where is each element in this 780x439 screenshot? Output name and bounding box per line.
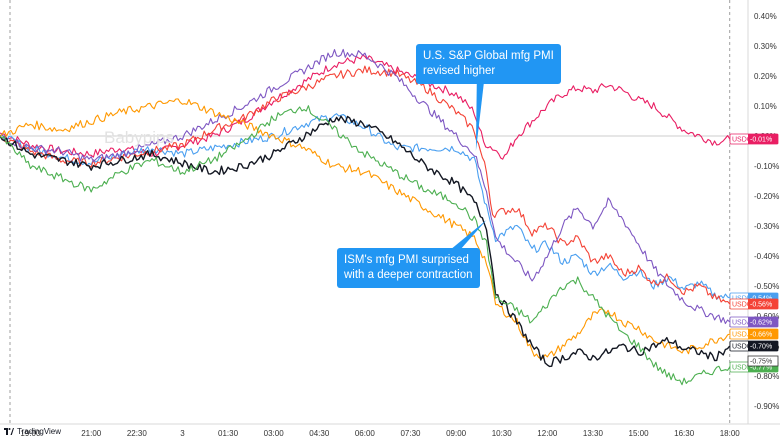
x-tick-label: 19:00: [20, 429, 41, 438]
price-tag-usdgbp-symbol: USDGBP: [732, 302, 762, 309]
brand-label: TradingView: [17, 427, 62, 436]
price-tag-usdnzd-symbol: USDNZD: [732, 365, 761, 372]
price-tag-usdchf-symbol: USDCHF: [732, 344, 761, 351]
x-tick-label: 13:30: [583, 429, 604, 438]
series-line-usdgbp: [0, 65, 731, 305]
y-tick-label: -0.30%: [754, 222, 779, 231]
y-tick-label: 0.20%: [754, 72, 777, 81]
y-tick-label: 0.30%: [754, 42, 777, 51]
price-tag-usdgbp-value: -0.56%: [750, 302, 772, 309]
y-tick-label: -0.60%: [754, 312, 779, 321]
x-tick-label: 10:30: [492, 429, 513, 438]
price-tag-usdjpy-symbol: USDJPY: [732, 332, 760, 339]
y-tick-label: -0.10%: [754, 162, 779, 171]
series-line-usdchf: [0, 115, 731, 368]
series-line-usdnzd: [0, 105, 731, 386]
price-tag-usdcad-fill: [748, 134, 778, 144]
y-tick-label: -0.90%: [754, 402, 779, 411]
callout-line: ISM's mfg PMI surprised: [344, 254, 469, 266]
y-tick-label: 0.40%: [754, 12, 777, 21]
x-tick-label: 04:30: [309, 429, 330, 438]
price-tag-usdaud-fill: [748, 317, 778, 327]
y-tick-label: 0.10%: [754, 102, 777, 111]
y-tick-label: -0.20%: [754, 192, 779, 201]
x-tick-label: 09:00: [446, 429, 467, 438]
callout-line: with a deeper contraction: [344, 269, 473, 281]
x-tick-label: 07:30: [400, 429, 421, 438]
price-tag-usdchf-value: -0.70%: [750, 344, 772, 351]
series-line-usdjpy: [0, 98, 731, 360]
price-tag-usdaud-value: -0.62%: [750, 320, 772, 327]
y-tick-label: -0.40%: [754, 252, 779, 261]
price-tag-usdeur-fill: [748, 293, 778, 303]
price-tag-usdchf-fill: [748, 341, 778, 351]
price-tag-usdgbp-fill: [748, 299, 778, 309]
x-tick-label: 01:30: [218, 429, 239, 438]
x-tick-label: 18:00: [720, 429, 741, 438]
extra-price-tag-value: -0.75%: [750, 359, 772, 366]
callout-pointer-sp-global: [475, 74, 485, 151]
price-tag-usdjpy-value: -0.66%: [750, 332, 772, 339]
x-tick-label: 12:00: [537, 429, 558, 438]
tradingview-logo-icon: [4, 428, 14, 435]
x-tick-label: 16:30: [674, 429, 695, 438]
extra-price-tag-box: [747, 355, 779, 367]
x-tick-label: 21:00: [81, 429, 102, 438]
callout-line: U.S. S&P Global mfg PMI: [423, 50, 554, 62]
price-tag-usdnzd-value: -0.77%: [750, 365, 772, 372]
callout-pointer-ism: [450, 220, 487, 250]
x-tick-label: 03:00: [264, 429, 285, 438]
price-tag-usdnzd-fill: [748, 362, 778, 372]
watermark-text: Babypips: [104, 128, 174, 147]
series-line-usdeur: [0, 113, 731, 300]
x-tick-label: 22:30: [127, 429, 148, 438]
tradingview-brand[interactable]: TradingView: [4, 427, 61, 436]
y-tick-label: -0.80%: [754, 372, 779, 381]
callout-line: revised higher: [423, 65, 496, 77]
callout-ism-pmi: ISM's mfg PMI surprised with a deeper co…: [337, 248, 480, 288]
price-tag-usdjpy-fill: [748, 329, 778, 339]
x-tick-label: 06:00: [355, 429, 376, 438]
series-line-usdaud: [0, 48, 731, 325]
price-tag-usdcad-symbol: USDCAD: [732, 137, 762, 144]
price-tag-usdcad-value: -0.01%: [750, 137, 772, 144]
x-tick-label: 3: [180, 429, 185, 438]
x-tick-label: 15:00: [629, 429, 650, 438]
callout-sp-global-pmi: U.S. S&P Global mfg PMI revised higher: [416, 44, 561, 84]
price-tag-usdaud-symbol: USDAUD: [732, 320, 762, 327]
y-tick-label: -0.50%: [754, 282, 779, 291]
